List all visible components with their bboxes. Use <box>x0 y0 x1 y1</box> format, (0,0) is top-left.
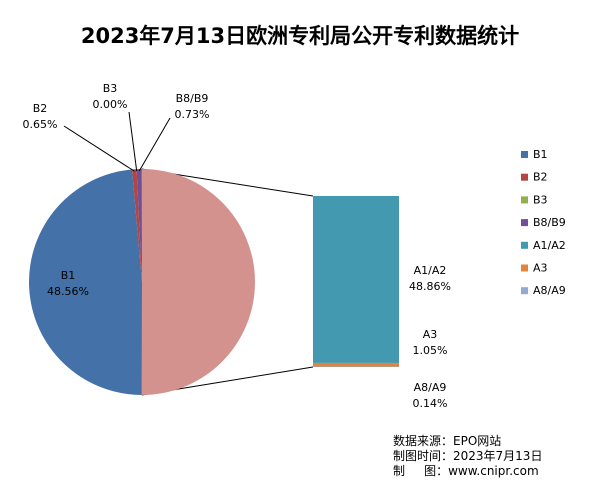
label-b2-value: 0.65% <box>23 118 58 131</box>
label-b3-leader <box>129 112 137 171</box>
label-b2-name: B2 <box>33 102 48 115</box>
legend-item-b8-b9-swatch <box>521 219 528 226</box>
legend-item-b1-label: B1 <box>533 148 548 161</box>
legend-item-a8-a9-swatch <box>521 287 528 294</box>
chart-title: 2023年7月13日欧洲专利局公开专利数据统计 <box>81 24 519 48</box>
legend: B1 B2 B3 B8/B9 A1/A2 A3 A8/A9 <box>521 148 566 297</box>
label-b3-name: B3 <box>103 82 118 95</box>
legend-item-b2-swatch <box>521 174 528 181</box>
label-a1-a2-value: 48.86% <box>409 280 451 293</box>
label-a3-value: 1.05% <box>413 344 448 357</box>
label-a8-a9-name: A8/A9 <box>414 381 447 394</box>
legend-item-a8-a9-label: A8/A9 <box>533 284 566 297</box>
legend-item-b1-swatch <box>521 151 528 158</box>
footer-date: 制图时间：2023年7月13日 <box>393 449 542 463</box>
label-b1-value: 48.56% <box>47 285 89 298</box>
label-b8-b9-name: B8/B9 <box>176 92 209 105</box>
legend-item-a3-swatch <box>521 265 528 272</box>
label-b8-b9-value: 0.73% <box>175 108 210 121</box>
stacked-bar <box>313 196 399 367</box>
pie-slice-other <box>142 169 255 395</box>
legend-item-a1-a2-label: A1/A2 <box>533 239 566 252</box>
label-a1-a2-name: A1/A2 <box>414 264 447 277</box>
label-b2-leader <box>64 126 134 171</box>
label-b3-value: 0.00% <box>93 98 128 111</box>
label-b8-b9-leader <box>139 118 170 171</box>
legend-item-b3-label: B3 <box>533 193 548 206</box>
bar-segment-a3 <box>313 363 399 367</box>
label-a3-name: A3 <box>423 328 438 341</box>
label-a8-a9-value: 0.14% <box>413 397 448 410</box>
legend-item-b2-label: B2 <box>533 171 548 184</box>
pie-slice-b1 <box>29 169 142 395</box>
legend-item-b8-b9-label: B8/B9 <box>533 216 566 229</box>
footer-maker: 制 图：www.cnipr.com <box>393 464 539 478</box>
legend-item-b3-swatch <box>521 196 528 203</box>
footer-source: 数据来源：EPO网站 <box>393 433 501 448</box>
source-footer: 数据来源：EPO网站 制图时间：2023年7月13日 制 图：www.cnipr… <box>393 433 542 478</box>
legend-item-a3-label: A3 <box>533 262 548 275</box>
label-b1-name: B1 <box>61 269 76 282</box>
pie <box>29 169 255 395</box>
legend-item-a1-a2-swatch <box>521 242 528 249</box>
bar-segment-a1-a2 <box>313 196 399 363</box>
